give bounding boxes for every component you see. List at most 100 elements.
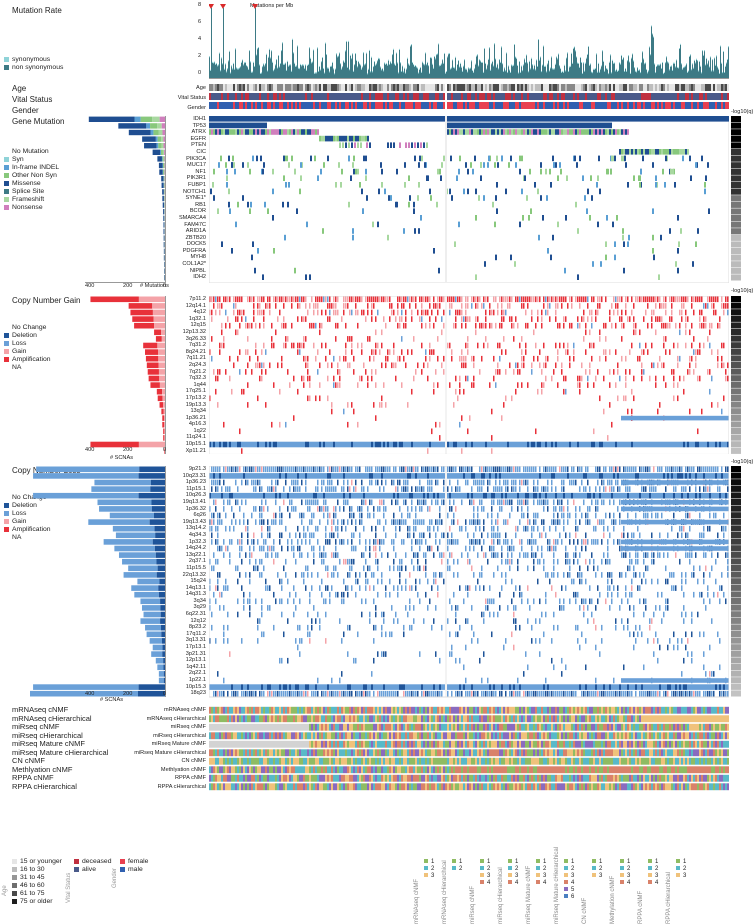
cn-cell (481, 303, 483, 309)
cn-cell (301, 466, 303, 473)
mutation-rate-bar (487, 65, 488, 78)
cn-bar-del (154, 545, 165, 552)
gender-cell (397, 102, 399, 109)
cn-cell (447, 473, 449, 479)
swatch (4, 324, 9, 330)
mutation-rate-bar (443, 63, 444, 78)
cn-cell (599, 441, 601, 448)
mutation-rate-bar-syn (230, 72, 231, 74)
cn-bar-del (163, 664, 165, 671)
age-cell (711, 84, 713, 91)
gender-cell (507, 102, 509, 109)
cn-cell (297, 303, 299, 309)
cn-bar-amp (164, 421, 165, 428)
gm-cell (655, 182, 657, 188)
age-cell (501, 84, 503, 91)
mutation-rate-bar (314, 73, 315, 78)
cn-cell (599, 466, 601, 473)
cn-cell (303, 355, 305, 362)
cn-cell (421, 466, 423, 473)
gm-cell (327, 135, 329, 142)
age-cell (389, 84, 391, 91)
gm-cell (255, 129, 257, 135)
cn-cell (357, 421, 359, 428)
gender-cell (543, 102, 545, 109)
gm-cell (387, 234, 389, 241)
cn-cell (641, 296, 643, 303)
cn-cell (279, 421, 281, 428)
cn-cell (573, 349, 575, 355)
gm-cell (633, 149, 635, 155)
gm-cell (261, 129, 263, 135)
age-cell (271, 84, 273, 91)
cn-cell (323, 473, 325, 479)
cn-cell (661, 473, 663, 479)
mutation-rate-bar-syn (321, 61, 322, 63)
mutation-rate-bar (711, 71, 712, 78)
cn-cell (513, 479, 515, 486)
gender-cell (501, 102, 503, 109)
cn-cell (567, 473, 569, 479)
cn-cell (703, 473, 705, 479)
cn-cell (355, 473, 357, 479)
gender-cell (539, 102, 541, 109)
vital-cell (297, 93, 299, 100)
cn-cell (515, 486, 517, 492)
vital-cell (393, 93, 395, 100)
mutation-rate-bar-syn (550, 67, 551, 69)
cn-cell (661, 441, 663, 448)
mutation-rate-bar-syn (290, 64, 291, 66)
region-label: 4q12 (193, 309, 206, 316)
gm-cell (289, 129, 291, 135)
cn-cell (367, 336, 369, 342)
cn-cell (541, 486, 543, 492)
mutation-rate-bar-syn (224, 68, 225, 70)
mutation-rate-bar (508, 66, 509, 78)
cn-cell (289, 473, 291, 479)
mutation-rate-bar-syn (252, 71, 253, 73)
gm-cell (564, 267, 566, 274)
cn-cell (475, 329, 477, 336)
cn-cell (429, 479, 431, 486)
age-cell (491, 84, 493, 91)
cn-cell (217, 441, 219, 448)
cn-cell (371, 303, 373, 309)
cn-cell (603, 441, 605, 448)
mutation-rate-bar (298, 68, 299, 78)
cn-cell (631, 441, 633, 448)
cn-cell (451, 303, 453, 309)
cn-cell (243, 473, 245, 479)
age-cell (509, 84, 511, 91)
mutation-rate-bar (724, 73, 725, 78)
mutation-rate-bar (260, 73, 261, 78)
gender-cell (423, 102, 425, 109)
vital-cell (667, 93, 669, 100)
cn-cell (571, 441, 573, 448)
mutation-rate-bar-syn (386, 62, 387, 64)
cn-cell (327, 466, 329, 473)
swatch (4, 356, 9, 362)
mutation-rate-bar-syn (373, 66, 374, 68)
gender-cell (319, 102, 321, 109)
cn-cell (227, 296, 229, 303)
mutation-rate-bar (529, 61, 530, 78)
mutation-rate-bar (582, 73, 583, 78)
gender-cell (717, 102, 719, 109)
mutation-rate-bar-syn (535, 69, 536, 71)
mutation-rate-bar (463, 66, 464, 78)
gender-cell (313, 102, 315, 109)
mutation-rate-bar (268, 57, 269, 78)
age-cell (317, 84, 319, 91)
cn-cell (541, 473, 543, 479)
cn-cell (305, 355, 307, 362)
gm-cell (319, 135, 321, 142)
mutation-rate-bar-syn (642, 51, 643, 53)
age-cell (667, 84, 669, 91)
mutation-rate-bar (537, 66, 538, 78)
gender-cell (265, 102, 267, 109)
cn-cell (313, 466, 315, 473)
mutation-rate-bar (410, 46, 411, 78)
gm-cell (213, 195, 215, 201)
mutation-rate-bar-syn (392, 54, 393, 56)
mutation-rate-bar (304, 68, 305, 78)
